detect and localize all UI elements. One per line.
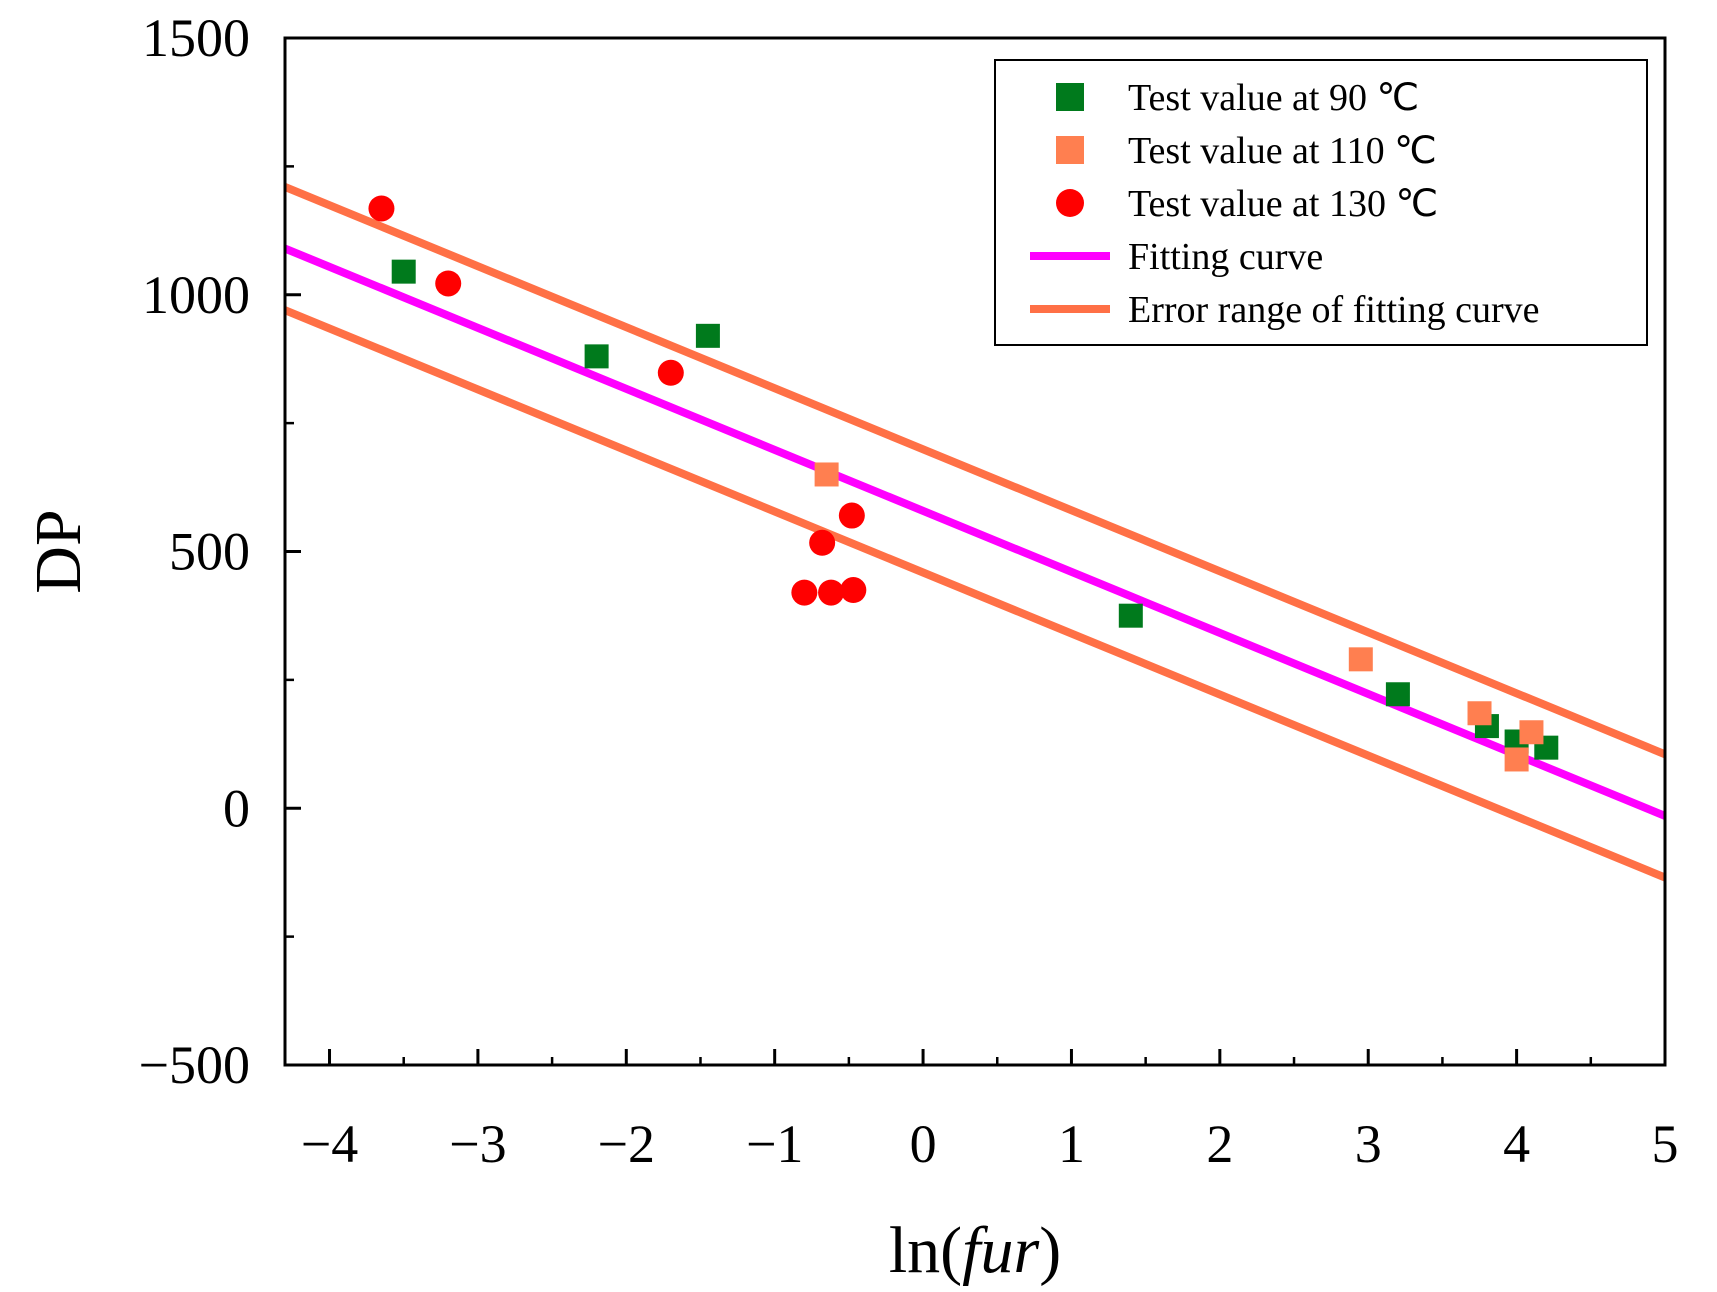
- series-130c-point-5: [809, 529, 836, 556]
- y-tick-label-2: 500: [169, 522, 250, 582]
- x-tick-label-1: −3: [449, 1114, 506, 1174]
- series-110c-point-3: [1467, 701, 1492, 726]
- x-tick-label-5: 1: [1058, 1114, 1085, 1174]
- x-axis-title-variable: fur: [962, 1214, 1039, 1287]
- series-90c-point-2: [584, 344, 609, 369]
- y-axis-ticks: [285, 165, 301, 938]
- y-axis-tick-labels: −500 0 500 1000 1500: [139, 8, 250, 1095]
- series-130c-point-4: [791, 579, 818, 606]
- legend-box: [994, 59, 1648, 346]
- x-tick-label-6: 2: [1206, 1114, 1233, 1174]
- series-130c-point-8: [840, 577, 867, 604]
- x-axis-title-suffix: ): [1039, 1214, 1061, 1287]
- plot-marks: [285, 183, 1665, 882]
- y-tick-label-0: −500: [139, 1035, 250, 1095]
- x-tick-label-7: 3: [1355, 1114, 1382, 1174]
- y-tick-label-3: 1000: [142, 265, 250, 325]
- legend-swatch-0: [1056, 83, 1084, 111]
- line-error-range-lower-2: [285, 306, 1665, 882]
- legend-label-2: Test value at 130 ℃: [1128, 183, 1438, 225]
- series-110c-point-1: [814, 462, 839, 487]
- y-tick-label-4: 1500: [142, 8, 250, 68]
- x-axis-title: ln(fur): [889, 1214, 1061, 1287]
- x-tick-label-9: 5: [1652, 1114, 1679, 1174]
- y-tick-label-1: 0: [223, 778, 250, 838]
- x-tick-label-0: −4: [301, 1114, 358, 1174]
- series-130c-point-1: [368, 195, 395, 222]
- series-90c-point-5: [1385, 682, 1410, 707]
- x-axis-ticks: [328, 1049, 1593, 1065]
- x-tick-label-8: 4: [1503, 1114, 1530, 1174]
- series-90c-point-4: [1118, 603, 1143, 628]
- legend-label-0: Test value at 90 ℃: [1128, 77, 1419, 119]
- legend-swatch-2: [1056, 189, 1084, 217]
- series-130c-point-3: [657, 359, 684, 386]
- x-axis-tick-labels: −4 −3 −2 −1 0 1 2 3 4 5: [301, 1114, 1679, 1174]
- series-130c-point-2: [435, 270, 462, 297]
- series-110c-point-4: [1504, 747, 1529, 772]
- series-90c-point-1: [391, 259, 416, 284]
- series-130c-point-7: [838, 502, 865, 529]
- series-90c-point-3: [695, 323, 720, 348]
- y-axis-title: DP: [22, 509, 95, 593]
- series-110c-point-5: [1519, 720, 1544, 745]
- legend-swatch-1: [1056, 136, 1084, 164]
- x-axis-title-prefix: ln(: [889, 1214, 962, 1287]
- legend-label-3: Fitting curve: [1128, 236, 1323, 278]
- series-130c-point-6: [818, 579, 845, 606]
- series-110c-point-2: [1348, 647, 1373, 672]
- x-tick-label-4: 0: [910, 1114, 937, 1174]
- x-tick-label-3: −1: [746, 1114, 803, 1174]
- legend: Test value at 90 ℃ Test value at 110 ℃ Tes…: [994, 59, 1648, 346]
- x-tick-label-2: −2: [598, 1114, 655, 1174]
- legend-label-1: Test value at 110 ℃: [1128, 130, 1437, 172]
- legend-label-4: Error range of fitting curve: [1128, 289, 1540, 331]
- line-fitting-curve-0: [285, 244, 1665, 820]
- line-error-range-of-fitting-curve-1: [285, 183, 1665, 759]
